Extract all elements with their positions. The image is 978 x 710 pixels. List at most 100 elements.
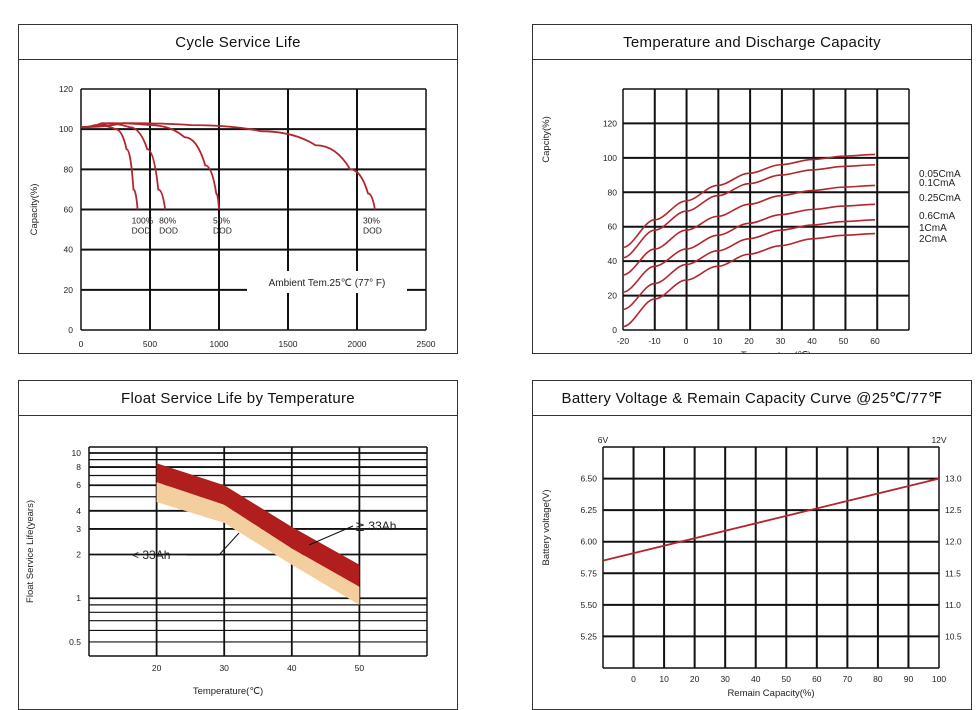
y-tick-label: 0 [68,325,73,335]
x-tick-label: -20 [617,336,630,346]
x-axis-label: Number of Cycles(time) [204,352,304,353]
x-tick-label: 40 [751,674,761,684]
y-tick-label: 4 [76,506,81,516]
voltage-capacity-chart: 0 10 20 30 40 50 60 70 80 90 100 5.25 5.50 5.75 6.00 6.… [541,435,962,699]
discharge-curve-3 [622,203,876,293]
x-tick-label: 30 [219,663,229,673]
band-label-large: ≧ 33Ah [355,519,396,533]
y-tick-label: 8 [76,462,81,472]
y-axis-label: Capacity(%) [29,184,40,236]
dod-label: DOD [132,226,151,236]
x-tick-label: 20 [690,674,700,684]
x-tick-label: 1500 [279,339,298,349]
x-tick-label: 20 [152,663,162,673]
y-axis-label: Capcity(%) [541,116,552,162]
x-axis-label: Temperature(℃) [193,686,263,697]
x-tick-label: 0 [631,674,636,684]
dod-label: 80% [159,216,176,226]
x-axis-label: Remain Capacity(%) [727,688,814,699]
y-tick-label: 2 [76,550,81,560]
annotation-background [247,271,407,293]
discharge-curve-1 [622,163,876,259]
y-tick-label: 0 [612,325,617,335]
dod-curve-2 [80,122,220,210]
x-tick-label: 10 [659,674,669,684]
y-tick-label-left: 5.50 [580,600,597,610]
dod-label: DOD [363,226,382,236]
x-tick-label: 500 [143,339,157,349]
temperature-discharge-panel: Temperature and Discharge Capacity -20 -1… [532,24,972,354]
x-tick-label: 80 [873,674,883,684]
legend-label: 2CmA [919,234,947,245]
y-tick-label: 40 [64,245,74,255]
service-life-band [156,463,360,587]
x-tick-label: 30 [720,674,730,684]
x-tick-label: -10 [648,336,661,346]
panel-title: Temperature and Discharge Capacity [533,25,971,60]
y-tick-label-left: 5.25 [580,631,597,641]
cycle-service-life-chart: 0 500 1000 1500 2000 2500 0 20 40 60 80 100 120 Numbe… [29,84,436,353]
y-tick-label: 60 [608,222,618,232]
dod-label: DOD [213,226,232,236]
x-tick-label: 60 [812,674,822,684]
y-tick-label: 6 [76,480,81,490]
discharge-curve-4 [622,219,876,311]
temperature-discharge-chart: -20 -10 0 10 20 30 40 50 60 0 20 40 60 80 100 120 Temper… [541,88,961,353]
ambient-temperature-note: Ambient Tem.25℃ (77° F) [269,278,386,289]
x-tick-label: 0 [79,339,84,349]
service-life-band [156,482,360,605]
dod-curve-3 [80,122,376,210]
panel-title: Cycle Service Life [19,25,457,60]
band-label-small: < 33Ah [132,548,170,562]
voltage-capacity-panel: Battery Voltage & Remain Capacity Curve … [532,380,972,710]
y-tick-label-right: 12.0 [945,537,962,547]
float-service-life-chart: 20 30 40 50 0.5 1 2 3 4 6 8 10 Temperature(℃) Float S… [25,446,428,697]
y-tick-label: 40 [608,256,618,266]
x-tick-label: 50 [839,336,849,346]
y-tick-label: 80 [608,187,618,197]
y-tick-label-right: 11.0 [945,600,961,610]
x-tick-label: 50 [355,663,365,673]
discharge-curve-0 [622,153,876,249]
x-tick-label: 40 [287,663,297,673]
dod-label: 100% [132,216,154,226]
y-tick-label: 1 [76,593,81,603]
voltage-line [602,477,940,562]
y-axis-label: Battery voltage(V) [541,489,552,565]
y-tick-label-left: 6.00 [580,537,597,547]
y-tick-label: 80 [64,164,74,174]
x-tick-label: 60 [870,336,880,346]
x-tick-label: 70 [843,674,853,684]
leader-line [308,525,354,546]
dod-label: DOD [159,226,178,236]
y-tick-label: 120 [603,118,617,128]
dod-curve-1 [80,122,167,210]
x-tick-label: 40 [807,336,817,346]
x-tick-label: 50 [782,674,792,684]
x-axis-label: Temperature(℃) [741,350,811,353]
x-tick-label: 20 [744,336,754,346]
legend-label: 0.05CmA [919,169,961,180]
x-tick-label: 0 [684,336,689,346]
y-tick-label: 100 [59,124,73,134]
y-tick-label: 60 [64,205,74,215]
dod-curve-0 [80,124,139,210]
panel-title: Battery Voltage & Remain Capacity Curve … [533,381,971,416]
y-tick-label: 120 [59,84,73,94]
x-tick-label: 10 [713,336,723,346]
leader-line [218,532,240,556]
y-tick-label: 20 [64,285,74,295]
y-tick-label-right: 11.5 [945,568,961,578]
x-tick-label: 1000 [210,339,229,349]
right-unit-label: 12V [931,435,946,445]
y-axis-label: Float Service Life(years) [25,500,36,603]
legend-label: 0.6CmA [919,211,955,222]
panel-title: Float Service Life by Temperature [19,381,457,416]
y-tick-label-left: 5.75 [580,568,597,578]
y-tick-label: 0.5 [69,637,81,647]
legend-label: 0.25CmA [919,193,961,204]
left-unit-label: 6V [598,435,609,445]
y-tick-label: 20 [608,291,618,301]
y-tick-label-right: 13.0 [945,474,962,484]
dod-label: 30% [363,216,380,226]
